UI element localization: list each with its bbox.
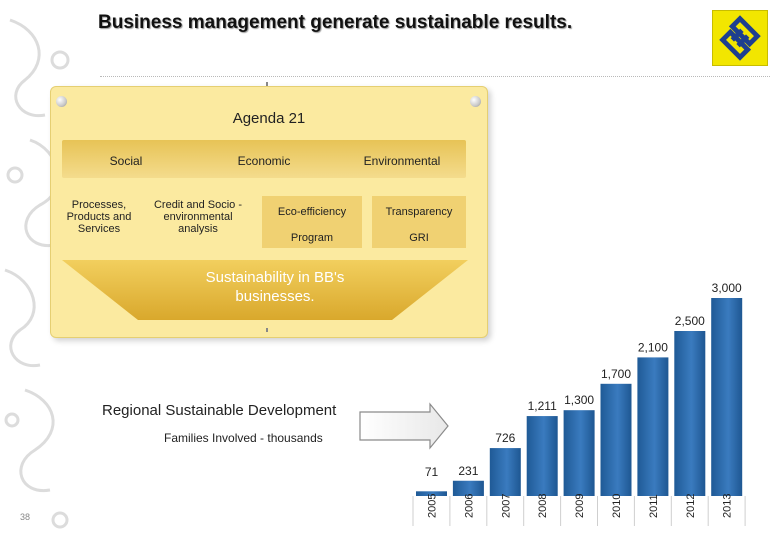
- bar-2009: [563, 410, 595, 496]
- item-program: Program: [290, 232, 334, 244]
- value-label-2012: 2,500: [675, 314, 705, 328]
- right-arrow-icon: [359, 402, 449, 450]
- pillar-social: Social: [109, 154, 143, 168]
- transparency-box: [372, 196, 466, 248]
- pillar-economic: Economic: [237, 154, 291, 168]
- page-title: Business management generate sustainable…: [98, 12, 573, 33]
- value-label-2007: 726: [495, 431, 515, 445]
- bar-2006: [452, 480, 484, 496]
- year-label-2006: 2006: [463, 494, 475, 518]
- bar-2008: [526, 416, 558, 496]
- value-label-2013: 3,000: [712, 281, 742, 295]
- year-label-2011: 2011: [648, 494, 660, 518]
- year-label-2009: 2009: [574, 494, 586, 518]
- bar-2010: [600, 383, 632, 496]
- year-label-2007: 2007: [500, 494, 512, 518]
- families-label: Families Involved - thousands: [164, 431, 323, 445]
- item-gri: GRI: [409, 232, 429, 244]
- year-label-2013: 2013: [722, 494, 734, 518]
- funnel-text: Sustainability in BB's businesses.: [205, 269, 345, 305]
- bb-logo-icon: [712, 10, 768, 66]
- bar-2005: [416, 491, 447, 496]
- bar-2011: [637, 357, 669, 496]
- pillars-band: [62, 140, 466, 178]
- pin-icon: [470, 96, 481, 107]
- regional-development-label: Regional Sustainable Development: [102, 402, 337, 419]
- item-credit-analysis: Credit and Socio -environmental analysis: [153, 199, 243, 235]
- pin-icon: [56, 96, 67, 107]
- value-label-2006: 231: [458, 464, 478, 478]
- value-label-2011: 2,100: [638, 340, 668, 354]
- dash-mark: [266, 82, 268, 86]
- item-eco-efficiency: Eco-efficiency: [277, 206, 347, 218]
- item-transparency: Transparency: [385, 206, 453, 218]
- value-label-2005: 71: [425, 465, 439, 479]
- item-processes: Processes, Products and Services: [66, 199, 132, 235]
- value-label-2010: 1,700: [601, 367, 631, 381]
- dash-mark: [266, 328, 268, 332]
- sustainability-funnel: [62, 260, 468, 320]
- value-label-2008: 1,211: [528, 399, 557, 413]
- bar-2012: [674, 331, 706, 496]
- agenda-title: Agenda 21: [232, 110, 306, 127]
- header-divider: [100, 76, 770, 77]
- value-label-2009: 1,300: [564, 393, 594, 407]
- pillar-environmental: Environmental: [363, 154, 441, 168]
- year-label-2008: 2008: [537, 494, 549, 518]
- year-label-2005: 2005: [427, 494, 439, 518]
- eco-efficiency-box: [262, 196, 362, 248]
- page-number: 38: [20, 512, 31, 522]
- year-label-2010: 2010: [611, 494, 623, 518]
- bar-2013: [711, 298, 743, 496]
- year-label-2012: 2012: [685, 494, 697, 518]
- bar-2007: [489, 448, 521, 496]
